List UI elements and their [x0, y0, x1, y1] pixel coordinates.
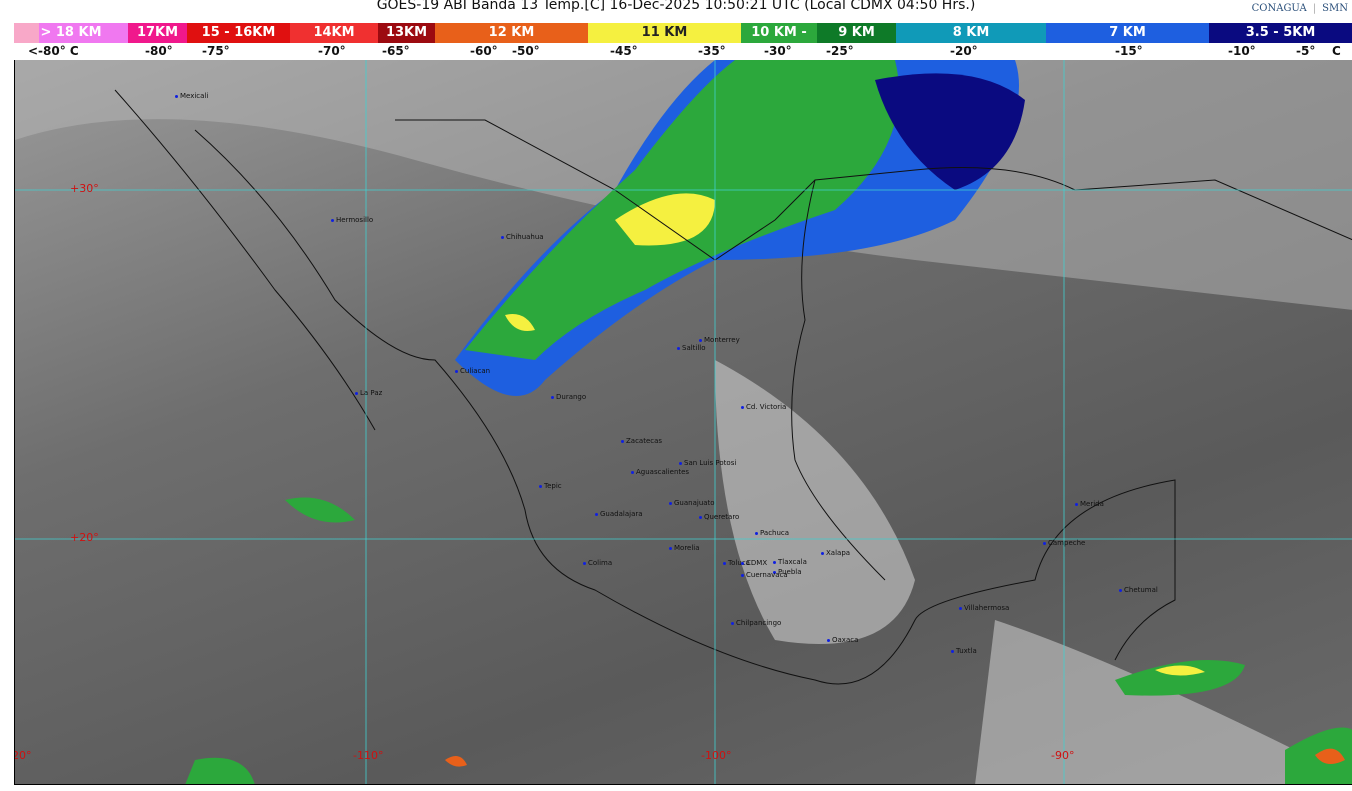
lat-label: +30° [70, 182, 99, 195]
city-label: Monterrey [699, 336, 740, 344]
colorbar-segment: 14KM [290, 23, 378, 43]
colorbar: > 18 KM 17KM 15 - 16KM 14KM 13KM 12 KM 11 KM 10… [14, 23, 1352, 43]
city-label: Tlaxcala [773, 558, 807, 566]
city-label: Merida [1075, 500, 1104, 508]
logos: CONAGUA | SMN [1251, 3, 1348, 14]
image-title: GOES-19 ABI Banda 13 Temp.[C] 16-Dec-202… [376, 0, 976, 13]
colorbar-segment: 15 - 16KM [187, 23, 290, 43]
graticule [15, 60, 1352, 784]
colorbar-tick: -30° [764, 44, 792, 58]
smn-logo: SMN [1322, 3, 1348, 14]
colorbar-segment: 7 KM [1046, 23, 1209, 43]
city-label: Queretaro [699, 513, 739, 521]
city-label: Guanajuato [669, 499, 715, 507]
city-label: Oaxaca [827, 636, 858, 644]
city-label: Cd. Victoria [741, 403, 786, 411]
cloud-tops [15, 60, 1352, 784]
city-label: Toluca [723, 559, 750, 567]
city-label: Puebla [773, 568, 802, 576]
colorbar-tick: -20° [950, 44, 978, 58]
city-label: Saltillo [677, 344, 706, 352]
city-label: Colima [583, 559, 612, 567]
colorbar-tick: -50° [512, 44, 540, 58]
colorbar-tick: -25° [826, 44, 854, 58]
city-label: Tuxtla [951, 647, 977, 655]
colorbar-segment: 10 KM - [741, 23, 817, 43]
city-label: San Luis Potosi [679, 459, 736, 467]
colorbar-segment: 3.5 - 5KM [1209, 23, 1352, 43]
city-label: Chilpancingo [731, 619, 781, 627]
city-label: Xalapa [821, 549, 850, 557]
colorbar-tick: C [1332, 44, 1341, 58]
city-label: CDMX [741, 559, 767, 567]
city-label: La Paz [355, 389, 382, 397]
city-label: Mexicali [175, 92, 208, 100]
colorbar-tick: -5° [1296, 44, 1316, 58]
colorbar-segment: 8 KM [896, 23, 1046, 43]
city-label: Cuernavaca [741, 571, 788, 579]
colorbar-segment: 13KM [378, 23, 435, 43]
city-label: Hermosillo [331, 216, 373, 224]
colorbar-tick: -60° [470, 44, 498, 58]
city-label: Campeche [1043, 539, 1085, 547]
city-label: Guadalajara [595, 510, 643, 518]
colorbar-tick: -10° [1228, 44, 1256, 58]
colorbar-tick: -35° [698, 44, 726, 58]
colorbar-tick: -75° [202, 44, 230, 58]
colorbar-segment: 11 KM [588, 23, 741, 43]
city-label: Chetumal [1119, 586, 1158, 594]
satellite-map: +30° +20° -120° -110° -100° -90° Mexicali Herm… [14, 60, 1352, 785]
colorbar-tick: -70° [318, 44, 346, 58]
colorbar-tick: <-80° C [28, 44, 79, 58]
city-label: Durango [551, 393, 586, 401]
city-label: Aguascalientes [631, 468, 689, 476]
conagua-logo: CONAGUA [1251, 3, 1307, 14]
city-label: Pachuca [755, 529, 789, 537]
lon-label: -100° [701, 749, 732, 762]
city-label: Chihuahua [501, 233, 544, 241]
colorbar-segment: > 18 KM [14, 23, 128, 43]
colorbar-segment: 17KM [128, 23, 187, 43]
map-overlay [15, 60, 1352, 784]
coastline-borders [114, 89, 1352, 685]
lon-label: -110° [353, 749, 384, 762]
colorbar-segment: 9 KM [817, 23, 896, 43]
colorbar-segment: 12 KM [435, 23, 588, 43]
city-label: Villahermosa [959, 604, 1009, 612]
colorbar-tick: -65° [382, 44, 410, 58]
lon-label: -90° [1051, 749, 1075, 762]
city-label: Zacatecas [621, 437, 662, 445]
colorbar-tick: -15° [1115, 44, 1143, 58]
colorbar-tick: -45° [610, 44, 638, 58]
colorbar-tick: -80° [145, 44, 173, 58]
lon-label: -120° [15, 749, 32, 762]
city-label: Culiacan [455, 367, 490, 375]
city-label: Tepic [539, 482, 562, 490]
city-label: Morelia [669, 544, 700, 552]
lat-label: +20° [70, 531, 99, 544]
